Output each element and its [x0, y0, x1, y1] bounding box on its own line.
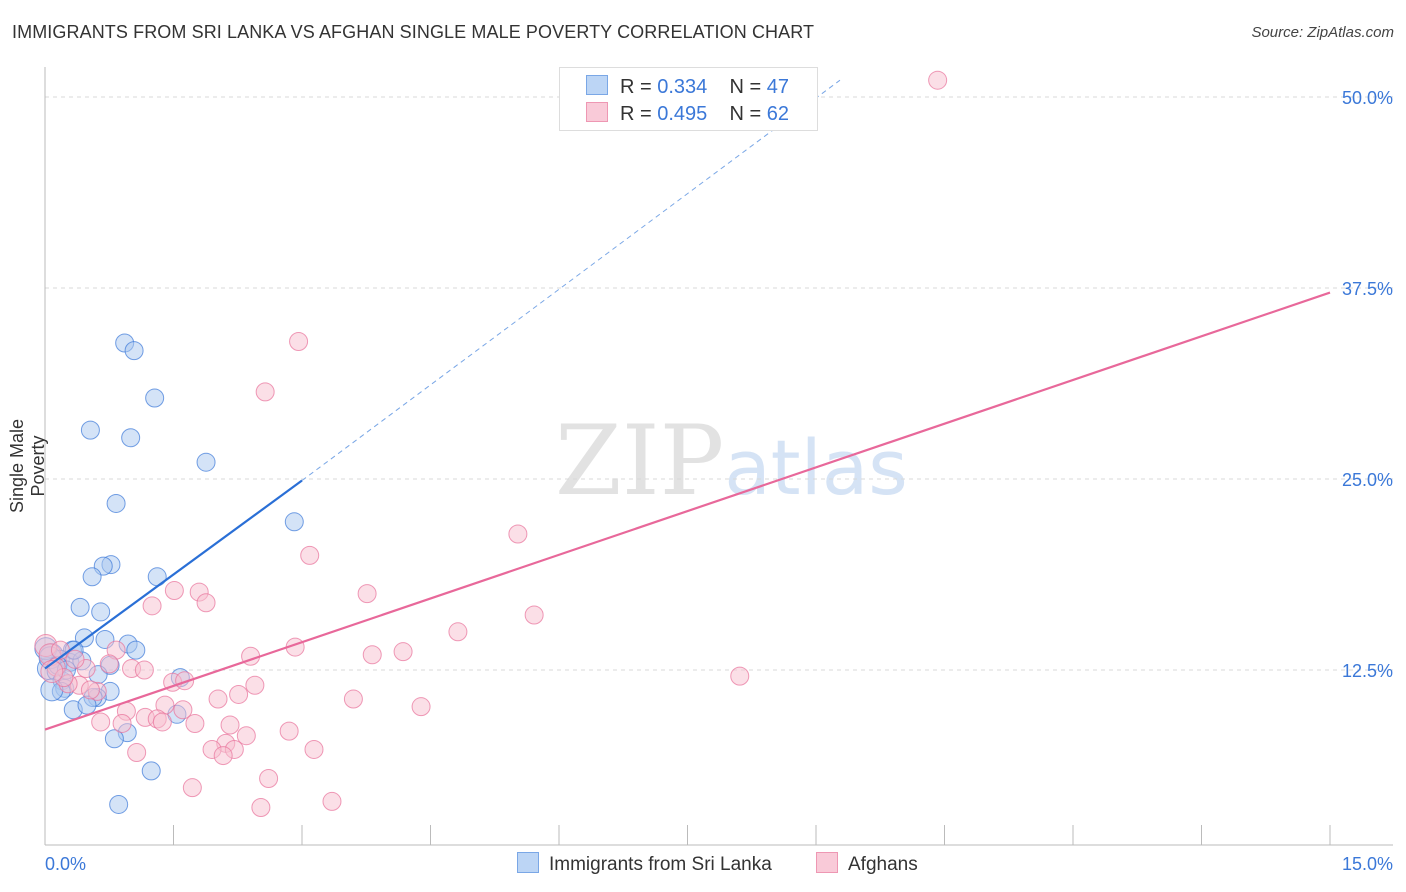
- bottom-legend-afghans: Afghans: [816, 852, 918, 876]
- data-point: [164, 581, 184, 601]
- data-point: [124, 341, 144, 361]
- y-tick-label: 37.5%: [1342, 279, 1393, 299]
- bottom-legend-sri-lanka: Immigrants from Sri Lanka: [517, 852, 772, 876]
- r-value: 0.334: [657, 76, 708, 98]
- legend: R = 0.334 N = 47 R = 0.495 N = 62: [559, 67, 818, 131]
- data-point: [126, 640, 146, 660]
- data-point: [109, 794, 129, 814]
- trend-line: [44, 479, 303, 670]
- data-point: [152, 712, 172, 732]
- data-point: [112, 713, 132, 733]
- data-point: [104, 729, 124, 749]
- legend-swatch-pink: [586, 102, 608, 122]
- data-point: [357, 584, 377, 604]
- data-point: [411, 697, 431, 717]
- legend-row-afghans: R = 0.495 N = 62: [586, 102, 789, 126]
- data-point: [289, 331, 309, 351]
- n-label: N =: [729, 103, 762, 125]
- data-point: [106, 493, 126, 513]
- r-label: R =: [620, 76, 652, 98]
- series-name: Afghans: [848, 854, 918, 875]
- data-point: [928, 70, 948, 90]
- data-point: [70, 597, 90, 617]
- data-point: [251, 798, 271, 818]
- data-point: [196, 452, 216, 472]
- data-point: [393, 642, 413, 662]
- data-point: [362, 645, 382, 665]
- x-tick-label: 0.0%: [45, 854, 86, 874]
- data-point: [142, 596, 162, 616]
- source-label: Source: ZipAtlas.com: [1251, 24, 1394, 41]
- data-point: [220, 715, 240, 735]
- data-point: [141, 761, 161, 781]
- data-point: [99, 654, 119, 674]
- watermark-zip: ZIP: [555, 405, 725, 517]
- data-point: [322, 791, 342, 811]
- data-point: [213, 746, 233, 766]
- data-point: [175, 671, 195, 691]
- trend-line: [44, 291, 1331, 731]
- legend-swatch-pink: [816, 852, 838, 873]
- legend-swatch-blue: [517, 852, 539, 873]
- y-tick-label: 25.0%: [1342, 470, 1393, 490]
- data-point: [343, 689, 363, 709]
- y-tick-label: 50.0%: [1342, 88, 1393, 108]
- data-point: [196, 593, 216, 613]
- data-point: [65, 649, 85, 669]
- data-point: [91, 602, 111, 622]
- data-point: [185, 713, 205, 733]
- data-point: [524, 605, 544, 625]
- data-point: [145, 388, 165, 408]
- r-value: 0.495: [657, 103, 708, 125]
- series-name: Immigrants from Sri Lanka: [549, 854, 772, 875]
- chart-title: IMMIGRANTS FROM SRI LANKA VS AFGHAN SING…: [12, 22, 815, 42]
- trend-line-extension: [301, 79, 841, 481]
- legend-row-sri-lanka: R = 0.334 N = 47: [586, 75, 789, 99]
- data-point: [182, 778, 202, 798]
- r-label: R =: [620, 103, 652, 125]
- data-point: [121, 428, 141, 448]
- data-point: [245, 675, 265, 695]
- n-value: 62: [766, 103, 790, 125]
- x-tick-label: 15.0%: [1342, 854, 1393, 874]
- watermark: ZIPatlas: [555, 405, 908, 517]
- data-point: [236, 726, 256, 746]
- data-point: [80, 420, 100, 440]
- data-point: [284, 512, 304, 532]
- data-point: [730, 666, 750, 686]
- data-point: [40, 660, 64, 684]
- series-sri-lanka: [34, 333, 304, 814]
- y-tick-label: 12.5%: [1342, 661, 1393, 681]
- series-afghans: [34, 70, 948, 818]
- data-point: [134, 660, 154, 680]
- y-axis-label: Single Male Poverty: [7, 418, 48, 514]
- data-point: [173, 700, 193, 720]
- n-label: N =: [729, 76, 762, 98]
- n-value: 47: [766, 76, 790, 98]
- data-point: [127, 743, 147, 763]
- data-point: [304, 739, 324, 759]
- data-point: [448, 622, 468, 642]
- data-point: [91, 712, 111, 732]
- data-point: [229, 684, 249, 704]
- data-point: [300, 545, 320, 565]
- data-point: [255, 382, 275, 402]
- data-point: [508, 524, 528, 544]
- data-point: [82, 567, 102, 587]
- data-point: [80, 680, 100, 700]
- data-point: [259, 768, 279, 788]
- legend-swatch-blue: [586, 75, 608, 95]
- data-point: [208, 689, 228, 709]
- data-point: [279, 721, 299, 741]
